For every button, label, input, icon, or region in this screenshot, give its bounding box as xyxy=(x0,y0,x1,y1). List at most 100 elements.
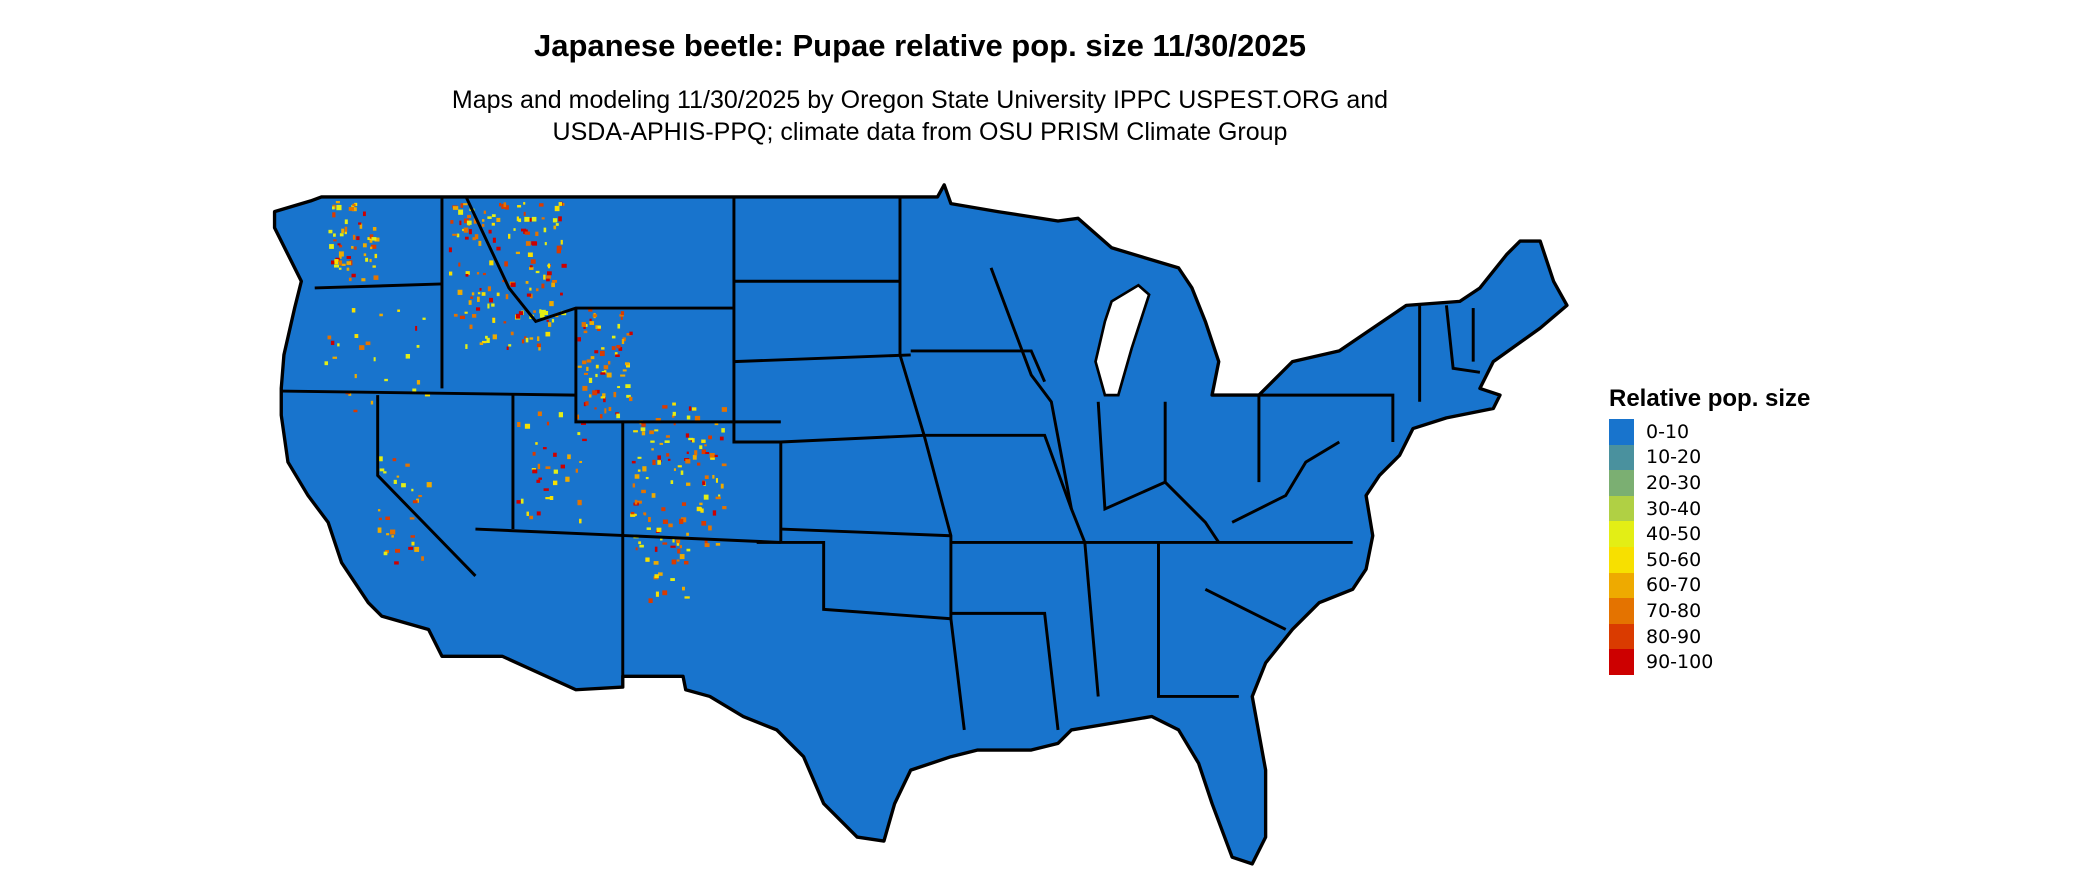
hotspot-mark xyxy=(329,244,334,249)
hotspot-mark xyxy=(487,216,492,219)
hotspot-mark xyxy=(505,294,509,300)
hotspot-mark xyxy=(339,244,343,248)
hotspot-mark xyxy=(489,260,494,266)
hotspot-mark xyxy=(617,323,621,329)
hotspot-mark xyxy=(560,292,563,296)
hotspot-mark xyxy=(361,278,366,282)
hotspot-mark xyxy=(555,223,559,226)
hotspot-mark xyxy=(576,414,580,420)
hotspot-mark xyxy=(459,220,462,226)
hotspot-mark xyxy=(645,557,650,562)
hotspot-mark xyxy=(595,364,599,369)
hotspot-mark xyxy=(532,469,538,474)
hotspot-mark xyxy=(666,453,670,457)
hotspot-mark xyxy=(337,343,340,347)
hotspot-mark xyxy=(372,227,377,231)
hotspot-mark xyxy=(491,303,495,307)
hotspot-mark xyxy=(530,259,536,264)
hotspot-mark xyxy=(657,460,661,465)
hotspot-mark xyxy=(588,377,593,383)
hotspot-mark xyxy=(344,226,348,232)
hotspot-mark xyxy=(335,200,340,204)
hotspot-mark xyxy=(577,499,582,506)
hotspot-mark xyxy=(365,257,369,262)
hotspot-mark xyxy=(676,542,680,546)
hotspot-mark xyxy=(719,436,724,441)
hotspot-mark xyxy=(524,336,527,340)
hotspot-mark xyxy=(602,393,606,397)
hotspot-mark xyxy=(379,313,383,317)
hotspot-mark xyxy=(536,288,539,292)
hotspot-mark xyxy=(586,366,589,371)
hotspot-mark xyxy=(613,391,617,398)
legend-label: 90-100 xyxy=(1646,651,1714,674)
hotspot-mark xyxy=(328,229,333,234)
hotspot-mark xyxy=(504,205,509,210)
hotspot-mark xyxy=(415,325,418,331)
hotspot-mark xyxy=(553,469,558,474)
hotspot-mark xyxy=(508,344,512,347)
legend-item: 40-50 xyxy=(1609,521,1810,547)
legend-swatch xyxy=(1609,649,1634,675)
hotspot-mark xyxy=(541,283,545,289)
hotspot-mark xyxy=(412,388,417,394)
hotspot-mark xyxy=(416,380,421,385)
hotspot-mark xyxy=(604,408,607,414)
hotspot-mark xyxy=(620,316,623,320)
hotspot-mark xyxy=(676,539,681,544)
hotspot-mark xyxy=(373,357,376,362)
hotspot-mark xyxy=(474,234,479,240)
state-borders xyxy=(281,196,1481,731)
hotspot-mark xyxy=(518,311,524,316)
hotspot-mark xyxy=(649,430,654,435)
hotspot-mark xyxy=(650,440,655,443)
hotspot-mark xyxy=(697,462,701,466)
hotspot-mark xyxy=(662,519,668,524)
hotspot-mark xyxy=(637,456,642,459)
hotspot-mark xyxy=(665,435,670,438)
hotspot-mark xyxy=(383,551,388,556)
hotspot-mark xyxy=(477,296,480,302)
hotspot-mark xyxy=(396,475,400,478)
hotspot-mark xyxy=(529,265,533,268)
hotspot-mark xyxy=(681,502,687,506)
hotspot-mark xyxy=(489,297,493,303)
hotspot-mark xyxy=(589,318,592,324)
hotspot-mark xyxy=(541,217,545,220)
hotspot-mark xyxy=(686,548,691,552)
hotspot-mark xyxy=(330,340,335,346)
hotspot-mark xyxy=(672,402,676,406)
hotspot-mark xyxy=(608,406,612,411)
hotspot-mark xyxy=(346,261,352,265)
hotspot-mark xyxy=(552,279,557,283)
hotspot-mark xyxy=(460,203,464,208)
hotspot-layer xyxy=(324,200,727,604)
hotspot-mark xyxy=(547,271,552,276)
legend-swatch xyxy=(1609,521,1634,547)
hotspot-mark xyxy=(633,430,638,433)
hotspot-mark xyxy=(583,325,586,329)
hotspot-mark xyxy=(654,429,659,432)
hotspot-mark xyxy=(377,509,381,512)
hotspot-mark xyxy=(543,274,546,280)
hotspot-mark xyxy=(372,265,376,268)
hotspot-mark xyxy=(691,438,695,443)
hotspot-mark xyxy=(603,397,606,403)
hotspot-mark xyxy=(371,244,377,249)
hotspot-mark xyxy=(553,225,557,230)
hotspot-mark xyxy=(338,251,344,257)
hotspot-mark xyxy=(651,493,656,498)
hotspot-mark xyxy=(411,488,414,492)
hotspot-mark xyxy=(488,229,492,234)
hotspot-mark xyxy=(590,356,595,360)
hotspot-mark xyxy=(462,228,466,232)
hotspot-mark xyxy=(538,346,541,351)
hotspot-mark xyxy=(561,263,567,268)
hotspot-mark xyxy=(670,545,676,548)
hotspot-mark xyxy=(694,415,701,421)
hotspot-mark xyxy=(327,335,332,340)
hotspot-mark xyxy=(655,591,659,597)
hotspot-mark xyxy=(580,422,586,425)
hotspot-mark xyxy=(595,389,600,394)
hotspot-mark xyxy=(341,228,344,234)
